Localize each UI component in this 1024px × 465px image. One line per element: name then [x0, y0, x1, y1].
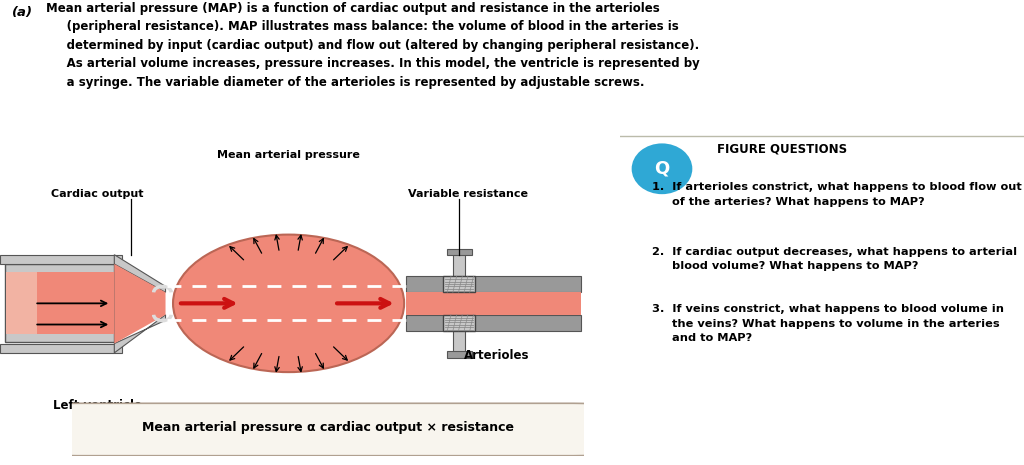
- Text: Arterioles: Arterioles: [464, 349, 529, 362]
- FancyBboxPatch shape: [406, 292, 581, 315]
- FancyBboxPatch shape: [454, 331, 465, 352]
- Text: Elastic arteries: Elastic arteries: [239, 434, 339, 447]
- FancyBboxPatch shape: [406, 276, 581, 292]
- Text: Variable resistance: Variable resistance: [409, 189, 528, 199]
- Text: 1.  If arterioles constrict, what happens to blood flow out
     of the arteries: 1. If arterioles constrict, what happens…: [652, 182, 1022, 207]
- FancyBboxPatch shape: [5, 264, 115, 342]
- Polygon shape: [115, 315, 166, 353]
- Ellipse shape: [173, 235, 404, 372]
- FancyBboxPatch shape: [443, 276, 475, 292]
- Text: 2.  If cardiac output decreases, what happens to arterial
     blood volume? Wha: 2. If cardiac output decreases, what hap…: [652, 246, 1017, 271]
- Text: Mean arterial pressure (MAP) is a function of cardiac output and resistance in t: Mean arterial pressure (MAP) is a functi…: [46, 2, 699, 89]
- FancyBboxPatch shape: [443, 315, 475, 331]
- Text: Mean arterial pressure α cardiac output × resistance: Mean arterial pressure α cardiac output …: [141, 421, 514, 434]
- Text: Left ventricle: Left ventricle: [53, 399, 142, 412]
- FancyBboxPatch shape: [446, 249, 472, 255]
- FancyBboxPatch shape: [406, 315, 581, 331]
- Polygon shape: [115, 255, 166, 292]
- Text: Cardiac output: Cardiac output: [50, 189, 143, 199]
- Text: 3.  If veins constrict, what happens to blood volume in
     the veins? What hap: 3. If veins constrict, what happens to b…: [652, 304, 1004, 343]
- Text: FIGURE QUESTIONS: FIGURE QUESTIONS: [717, 143, 847, 156]
- Polygon shape: [115, 264, 166, 344]
- Text: Q: Q: [654, 160, 670, 178]
- FancyBboxPatch shape: [454, 254, 465, 276]
- FancyBboxPatch shape: [0, 255, 122, 264]
- FancyBboxPatch shape: [0, 344, 122, 353]
- FancyBboxPatch shape: [6, 272, 114, 334]
- FancyBboxPatch shape: [51, 403, 599, 456]
- Circle shape: [632, 143, 692, 194]
- Text: Mean arterial pressure: Mean arterial pressure: [217, 150, 360, 160]
- FancyBboxPatch shape: [6, 272, 38, 334]
- FancyBboxPatch shape: [446, 351, 472, 358]
- Text: (a): (a): [12, 7, 34, 20]
